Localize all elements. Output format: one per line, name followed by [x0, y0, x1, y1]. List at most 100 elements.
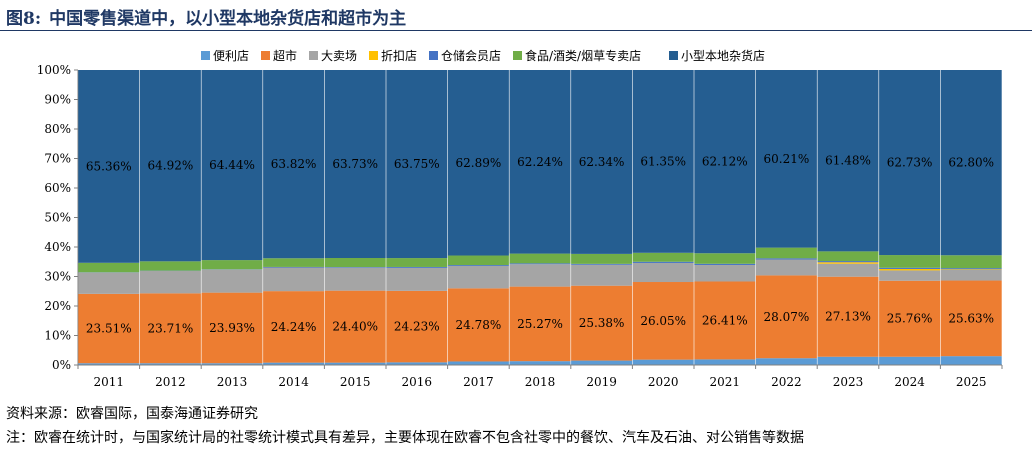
data-label-小型本地杂货店: 62.24%: [517, 155, 563, 169]
bar-segment-便利店-2022: [755, 358, 817, 365]
legend-swatch: [513, 51, 522, 60]
bar-segment-便利店-2014: [263, 362, 325, 365]
bar-segment-大卖场-2024: [879, 270, 941, 281]
legend-item-便利店: 便利店: [201, 49, 249, 63]
legend-label: 便利店: [213, 49, 249, 63]
bar-segment-超市-2018: [509, 286, 571, 362]
y-tick-label: 90%: [44, 93, 71, 107]
legend-label: 仓储会员店: [441, 48, 501, 63]
bar-segment-仓储会员店-2025: [940, 268, 1002, 270]
data-label-小型本地杂货店: 62.89%: [456, 156, 502, 170]
bar-segment-小型本地杂货店-2018: [509, 70, 571, 254]
data-label-小型本地杂货店: 62.73%: [887, 156, 933, 170]
bar-segment-大卖场-2015: [324, 267, 386, 291]
x-tick-label: 2022: [771, 375, 802, 389]
x-tick-label: 2019: [586, 375, 617, 389]
legend-swatch: [261, 51, 270, 60]
bar-segment-超市-2013: [201, 292, 263, 364]
data-label-小型本地杂货店: 63.73%: [332, 157, 378, 171]
y-tick-label: 30%: [44, 270, 71, 284]
data-label-小型本地杂货店: 63.75%: [394, 157, 440, 171]
bar-segment-超市-2023: [817, 276, 879, 357]
data-label-超市: 25.38%: [579, 316, 625, 330]
legend-swatch: [669, 51, 678, 60]
y-tick-label: 40%: [44, 240, 71, 254]
bar-segment-食品-酒类-烟草专卖店-2016: [386, 258, 448, 267]
y-axis: 0% 10% 20% 30% 40% 50% 60% 70% 80% 90% 100%: [37, 63, 79, 372]
bar-segment-小型本地杂货店-2024: [879, 70, 941, 256]
bar-segment-便利店-2016: [386, 362, 448, 365]
x-tick-label: 2016: [402, 375, 433, 389]
legend-item-食品-酒类-烟草专卖店: 食品/酒类/烟草专卖店: [513, 48, 641, 63]
bar-area: [78, 70, 1002, 365]
bar-segment-超市-2020: [632, 282, 694, 360]
x-tick-label: 2024: [894, 375, 925, 389]
chart-legend: 便利店 超市 大卖场 折扣店 仓储会员店 食品/酒类/烟草专卖店 小型本地杂货店: [201, 48, 765, 63]
x-tick-label: 2020: [648, 375, 679, 389]
data-label-超市: 24.24%: [271, 320, 317, 334]
footnote: 注：欧睿在统计时，与国家统计局的社零统计模式具有差异，主要体现在欧睿不包含社零中…: [6, 430, 804, 446]
data-label-超市: 24.40%: [332, 320, 378, 334]
x-tick-label: 2012: [155, 375, 186, 389]
data-label-小型本地杂货店: 60.21%: [764, 152, 810, 166]
bar-segment-便利店-2025: [940, 356, 1002, 365]
bar-segment-超市-2014: [263, 291, 325, 363]
bar-segment-大卖场-2025: [940, 269, 1002, 281]
bar-segment-仓储会员店-2015: [324, 267, 386, 268]
y-tick-label: 60%: [44, 181, 71, 195]
bar-segment-仓储会员店-2024: [879, 267, 941, 269]
legend-swatch: [369, 51, 378, 60]
bar-segment-便利店-2023: [817, 356, 879, 365]
bar-segment-小型本地杂货店-2019: [571, 70, 633, 254]
title-underline: [0, 30, 1032, 31]
data-label-超市: 23.51%: [86, 322, 132, 336]
bar-segment-小型本地杂货店-2017: [447, 70, 509, 256]
data-label-超市: 25.63%: [948, 311, 994, 325]
x-tick-label: 2015: [340, 375, 371, 389]
legend-swatch: [201, 51, 210, 60]
bar-segment-食品-酒类-烟草专卖店-2022: [755, 247, 817, 259]
data-label-小型本地杂货店: 65.36%: [86, 159, 132, 173]
data-label-小型本地杂货店: 61.35%: [640, 154, 686, 168]
x-tick-label: 2013: [217, 375, 248, 389]
x-tick-label: 2017: [463, 375, 494, 389]
legend-label: 食品/酒类/烟草专卖店: [525, 48, 641, 63]
data-label-小型本地杂货店: 63.82%: [271, 157, 317, 171]
bar-segment-仓储会员店-2016: [386, 266, 448, 268]
bar-segment-大卖场-2022: [755, 259, 817, 276]
bar-segment-仓储会员店-2020: [632, 261, 694, 263]
bar-segment-食品-酒类-烟草专卖店-2024: [879, 255, 941, 268]
data-label-超市: 26.41%: [702, 313, 748, 327]
bar-segment-小型本地杂货店-2021: [694, 70, 756, 254]
bar-segment-仓储会员店-2017: [447, 265, 509, 266]
legend-item-仓储会员店: 仓储会员店: [429, 48, 501, 63]
data-label-超市: 26.05%: [640, 314, 686, 328]
legend-label: 折扣店: [381, 48, 417, 63]
legend-swatch: [429, 51, 438, 60]
bar-segment-大卖场-2021: [694, 264, 756, 282]
bar-segment-仓储会员店-2022: [755, 258, 817, 260]
data-label-超市: 23.71%: [148, 321, 194, 335]
data-label-超市: 25.76%: [887, 312, 933, 326]
bar-segment-超市-2022: [755, 275, 817, 359]
bar-segment-超市-2024: [879, 280, 941, 357]
data-label-超市: 24.23%: [394, 320, 440, 334]
bar-segment-折扣店-2024: [879, 268, 941, 271]
bar-segment-超市-2015: [324, 290, 386, 363]
bar-segment-超市-2016: [386, 290, 448, 363]
bar-segment-食品-酒类-烟草专卖店-2017: [447, 255, 509, 266]
legend-item-大卖场: 大卖场: [309, 49, 357, 63]
data-label-超市: 28.07%: [764, 310, 810, 324]
bar-segment-超市-2025: [940, 280, 1002, 357]
data-label-小型本地杂货店: 62.34%: [579, 155, 625, 169]
bar-segment-食品-酒类-烟草专卖店-2019: [571, 253, 633, 264]
x-tick-label: 2023: [833, 375, 864, 389]
bar-segment-小型本地杂货店-2023: [817, 70, 879, 252]
figure-label: 图8:: [6, 9, 42, 29]
bar-segment-折扣店-2025: [940, 269, 1002, 270]
bar-segment-小型本地杂货店-2011: [78, 70, 140, 263]
bar-segment-便利店-2019: [571, 360, 633, 365]
data-label-超市: 24.78%: [456, 318, 502, 332]
bar-segment-大卖场-2018: [509, 264, 571, 287]
bar-segment-超市-2021: [694, 281, 756, 360]
